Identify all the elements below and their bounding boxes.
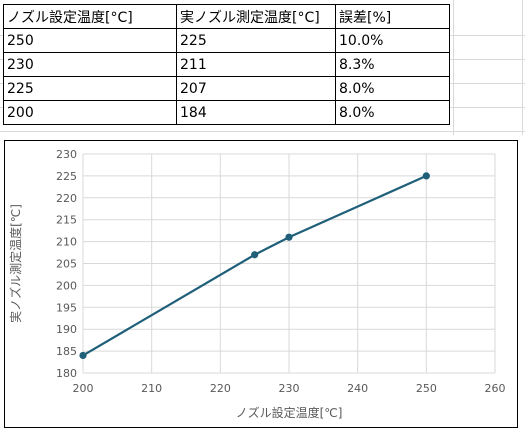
x-tick-label: 260 bbox=[485, 382, 506, 395]
data-point[interactable] bbox=[285, 233, 293, 241]
y-tick-label: 210 bbox=[56, 236, 77, 249]
y-tick-label: 205 bbox=[56, 258, 77, 271]
cell-measured-temp[interactable]: 211 bbox=[176, 52, 336, 77]
x-tick-label: 210 bbox=[141, 382, 162, 395]
y-tick-label: 225 bbox=[56, 170, 77, 183]
table-row: 230 211 8.3% bbox=[3, 52, 450, 77]
header-set-temp[interactable]: ノズル設定温度[°C] bbox=[3, 4, 177, 29]
y-tick-label: 195 bbox=[56, 301, 77, 314]
cell-measured-temp[interactable]: 184 bbox=[176, 100, 336, 125]
table-row: 250 225 10.0% bbox=[3, 28, 450, 53]
scatter-chart[interactable]: 180 185 190 195 200 205 210 215 220 225 230 200 210 2… bbox=[4, 140, 518, 428]
data-point[interactable] bbox=[251, 251, 259, 259]
y-tick-label: 230 bbox=[56, 148, 77, 161]
x-tick-label: 200 bbox=[73, 382, 94, 395]
x-tick-label: 240 bbox=[347, 382, 368, 395]
temperature-table: ノズル設定温度[°C] 実ノズル測定温度[°C] 誤差[%] 250 225 1… bbox=[3, 4, 450, 125]
cell-measured-temp[interactable]: 207 bbox=[176, 76, 336, 101]
data-point[interactable] bbox=[422, 172, 430, 180]
x-tick-label: 230 bbox=[279, 382, 300, 395]
cell-set-temp[interactable]: 225 bbox=[3, 76, 177, 101]
cell-measured-temp[interactable]: 225 bbox=[176, 28, 336, 53]
x-tick-label: 250 bbox=[416, 382, 437, 395]
cell-set-temp[interactable]: 230 bbox=[3, 52, 177, 77]
data-point[interactable] bbox=[79, 351, 87, 360]
table-header-row: ノズル設定温度[°C] 実ノズル測定温度[°C] 誤差[%] bbox=[3, 4, 450, 29]
cell-set-temp[interactable]: 250 bbox=[3, 28, 177, 53]
y-tick-label: 220 bbox=[56, 192, 77, 205]
y-axis-title: 実ノズル測定温度[℃] bbox=[8, 204, 23, 323]
header-error[interactable]: 誤差[%] bbox=[335, 4, 450, 29]
chart-canvas: 180 185 190 195 200 205 210 215 220 225 230 200 210 2… bbox=[8, 148, 506, 420]
y-tick-label: 215 bbox=[56, 214, 77, 227]
y-tick-label: 190 bbox=[56, 323, 77, 336]
table-row: 225 207 8.0% bbox=[3, 76, 450, 101]
cell-error[interactable]: 8.0% bbox=[335, 76, 450, 101]
header-measured-temp[interactable]: 実ノズル測定温度[°C] bbox=[176, 4, 336, 29]
x-axis-title: ノズル設定温度[℃] bbox=[236, 405, 343, 420]
y-tick-label: 180 bbox=[56, 367, 77, 380]
data-series bbox=[79, 172, 430, 360]
gridlines bbox=[82, 153, 496, 374]
tick-labels: 180 185 190 195 200 205 210 215 220 225 230 200 210 2… bbox=[56, 148, 506, 395]
cell-error[interactable]: 8.0% bbox=[335, 100, 450, 125]
y-tick-label: 185 bbox=[56, 345, 77, 358]
x-tick-label: 220 bbox=[210, 382, 231, 395]
cell-set-temp[interactable]: 200 bbox=[3, 100, 177, 125]
cell-error[interactable]: 10.0% bbox=[335, 28, 450, 53]
cell-error[interactable]: 8.3% bbox=[335, 52, 450, 77]
table-row: 200 184 8.0% bbox=[3, 100, 450, 125]
y-tick-label: 200 bbox=[56, 279, 77, 292]
series-line bbox=[82, 174, 427, 357]
